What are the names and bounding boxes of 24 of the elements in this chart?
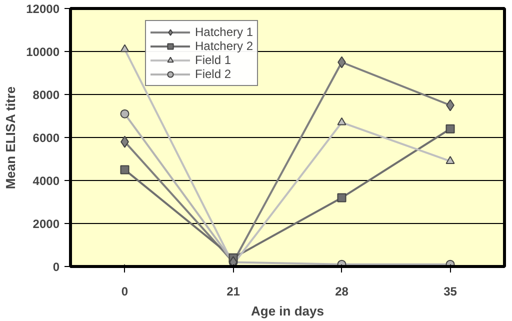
point xyxy=(337,117,346,126)
point xyxy=(446,156,455,164)
legend-label: Field 2 xyxy=(195,67,232,81)
y-tick-label: 10000 xyxy=(26,45,60,59)
point xyxy=(120,165,130,174)
point xyxy=(120,109,130,118)
y-tick-label: 2000 xyxy=(32,217,60,231)
x-tick-label: 21 xyxy=(226,284,240,298)
y-tick-label: 6000 xyxy=(32,131,60,145)
x-axis-title: Age in days xyxy=(251,304,324,318)
y-tick-label: 4000 xyxy=(32,174,60,188)
legend-label: Field 1 xyxy=(195,53,232,67)
legend-label: Hatchery 2 xyxy=(195,39,254,53)
y-tick-label: 0 xyxy=(52,260,60,274)
legend-label: Hatchery 1 xyxy=(195,25,254,39)
point xyxy=(337,193,346,202)
y-tick-label: 12000 xyxy=(26,2,60,16)
point xyxy=(120,44,130,52)
y-tick-label: 8000 xyxy=(32,88,60,102)
x-tick-label: 35 xyxy=(444,284,458,298)
x-tick-label: 28 xyxy=(335,284,349,298)
y-axis-title: Mean ELISA titre xyxy=(3,86,18,190)
x-tick-label: 0 xyxy=(121,284,128,298)
point xyxy=(446,124,455,134)
